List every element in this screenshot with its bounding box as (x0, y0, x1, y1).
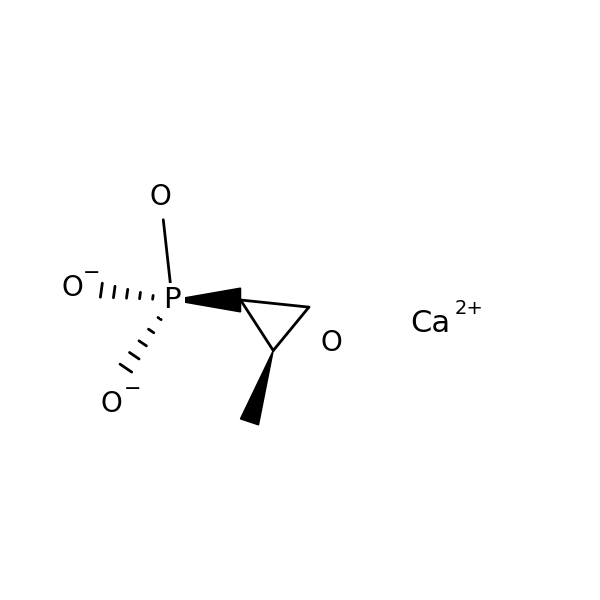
Text: −: − (83, 263, 101, 283)
Text: 2+: 2+ (455, 299, 484, 319)
Polygon shape (241, 350, 273, 425)
Text: O: O (100, 390, 122, 418)
Text: O: O (61, 274, 83, 302)
Text: −: − (124, 379, 141, 399)
Text: Ca: Ca (410, 309, 450, 338)
Text: P: P (163, 286, 181, 314)
Polygon shape (172, 288, 241, 312)
Text: O: O (149, 183, 171, 211)
Text: O: O (320, 329, 343, 357)
